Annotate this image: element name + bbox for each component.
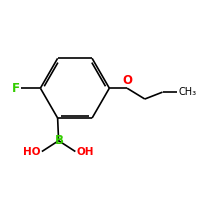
Text: CH₃: CH₃	[178, 87, 196, 97]
Text: O: O	[122, 74, 132, 87]
Text: B: B	[55, 134, 64, 147]
Text: F: F	[12, 82, 20, 95]
Text: HO: HO	[23, 147, 41, 157]
Text: OH: OH	[76, 147, 94, 157]
